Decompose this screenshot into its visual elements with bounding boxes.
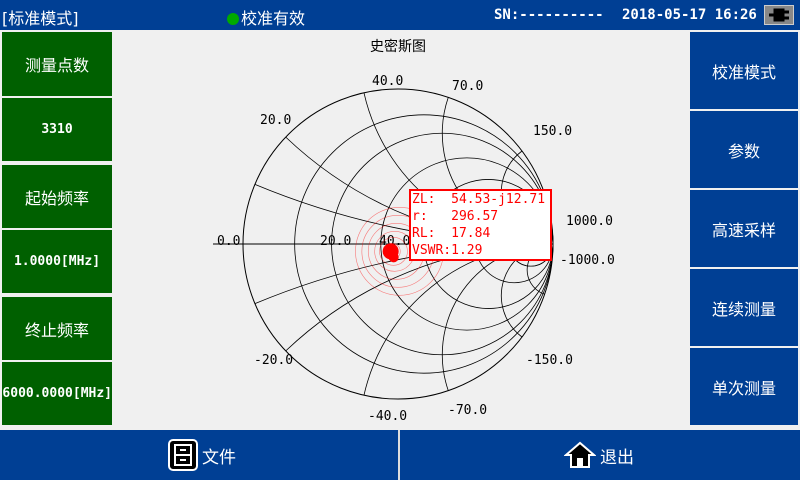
stop-freq-value[interactable]: 6000.0000[MHz]: [2, 362, 112, 425]
axis-label: -20.0: [254, 353, 293, 368]
status-dot-icon: [227, 13, 239, 25]
marker-point: [388, 252, 399, 263]
points-label[interactable]: 测量点数: [2, 32, 112, 96]
parameters-button[interactable]: 参数: [690, 111, 798, 188]
axis-label: 150.0: [533, 124, 572, 139]
marker-zl: ZL: 54.53-j12.71: [412, 192, 546, 207]
reactance-arc: [363, 243, 554, 396]
marker-info-box: ZL: 54.53-j12.71 r: 296.57 RL: 17.84 VSWR:1…: [409, 189, 552, 261]
file-label: 文件: [202, 447, 236, 468]
bottom-bar: 文件 退出: [0, 430, 800, 480]
axis-label: -150.0: [526, 353, 573, 368]
mode-label: [标准模式]: [2, 9, 79, 28]
trace-loop: [379, 237, 408, 266]
high-speed-sampling-button[interactable]: 高速采样: [690, 190, 798, 267]
axis-label: 1000.0: [566, 214, 613, 229]
home-icon: [564, 441, 596, 468]
start-freq-value[interactable]: 1.0000[MHz]: [2, 230, 112, 293]
serial-number: SN:----------: [494, 7, 604, 23]
file-cabinet-icon: [168, 439, 198, 471]
marker-r: r: 296.57: [412, 209, 499, 224]
single-measure-button[interactable]: 单次测量: [690, 348, 798, 425]
axis-label: 0.0: [217, 234, 240, 249]
axis-label: -70.0: [448, 403, 487, 418]
file-button[interactable]: 文件: [0, 430, 400, 480]
axis-label: 40.0: [372, 74, 403, 89]
status-bar: [标准模式] 校准有效 SN:---------- 2018-05-17 16:…: [0, 0, 800, 30]
exit-button[interactable]: 退出: [564, 430, 634, 480]
marker-rl: RL: 17.84: [412, 226, 491, 241]
start-freq-label[interactable]: 起始频率: [2, 165, 112, 228]
stop-freq-label[interactable]: 终止频率: [2, 297, 112, 360]
points-value[interactable]: 3310: [2, 98, 112, 161]
marker-vswr: VSWR:1.29: [412, 243, 483, 258]
exit-label: 退出: [600, 447, 634, 468]
chart-title: 史密斯图: [370, 38, 426, 55]
axis-label: -1000.0: [560, 253, 615, 268]
power-plug-icon: [764, 5, 794, 25]
datetime: 2018-05-17 16:26: [622, 7, 757, 23]
axis-label: 70.0: [452, 79, 483, 94]
calibration-status: 校准有效: [227, 5, 305, 29]
calibration-mode-button[interactable]: 校准模式: [690, 32, 798, 109]
continuous-measure-button[interactable]: 连续测量: [690, 269, 798, 346]
axis-label: 20.0: [320, 234, 351, 249]
axis-label: 20.0: [260, 113, 291, 128]
axis-label: -40.0: [368, 409, 407, 424]
